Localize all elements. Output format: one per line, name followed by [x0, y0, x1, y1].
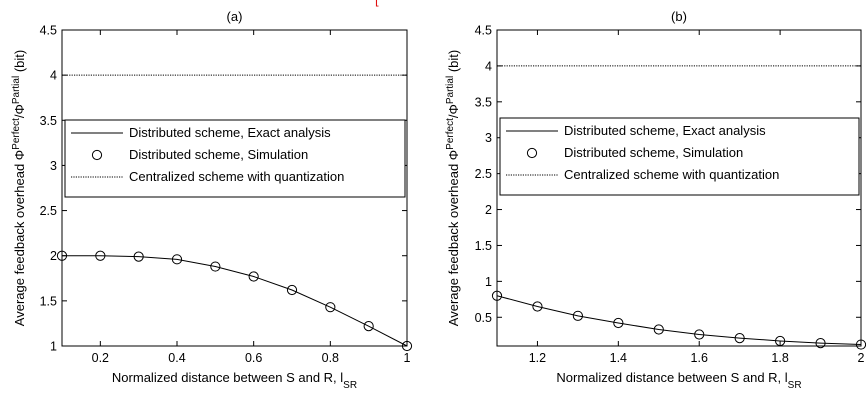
- simulation-point: [56, 250, 68, 261]
- simulation-point: [210, 261, 221, 272]
- plot-area-frame: [61, 29, 408, 347]
- y-tick-label: 3.5: [475, 95, 492, 109]
- y-tick-label: 3: [50, 159, 57, 173]
- chart-title: (b): [671, 9, 687, 24]
- y-axis-label: Average feedback overhead ΦPerfect/ΦPart…: [11, 50, 28, 326]
- x-axis-label-subscript: SR: [788, 380, 802, 391]
- x-tick-label: 1.4: [610, 351, 627, 365]
- y-tick-label: 4: [485, 59, 492, 73]
- simulation-point: [171, 254, 183, 265]
- x-tick-label: 1: [404, 351, 411, 365]
- x-axis-label: Normalized distance between S and R, lSR: [112, 370, 357, 391]
- y-tick-label: 4: [50, 69, 57, 83]
- simulation-point: [653, 324, 664, 335]
- y-tick-label: 2: [485, 203, 492, 217]
- simulation-point: [572, 310, 583, 321]
- series-line-exact-analysis: [62, 255, 408, 347]
- legend-label: Distributed scheme, Exact analysis: [129, 125, 331, 140]
- legend-box: [499, 117, 860, 196]
- simulation-point: [401, 340, 413, 352]
- simulation-point: [491, 290, 503, 301]
- legend-label: Distributed scheme, Exact analysis: [564, 123, 766, 138]
- x-axis-label-main: Normalized distance between S and R, l: [556, 370, 787, 385]
- simulation-point: [363, 321, 374, 332]
- legend-label: Distributed scheme, Simulation: [129, 147, 308, 162]
- header-mark: [: [375, 0, 379, 7]
- chart-panel-b: (b) 1.2 1.4 1.6 1.8 2 0.5 1 1.5 2 2.5 3 3.5 4 4.5 Norma…: [445, 9, 866, 391]
- simulation-point: [815, 338, 826, 349]
- legend-label: Centralized scheme with quantization: [129, 169, 344, 184]
- chart-panel-a: (a) 0.2 0.4 0.6 0.8 1 1 1.5 2 2.5 3 3.5 4 4.5 Normaliz…: [11, 9, 413, 391]
- y-tick-label: 3.5: [40, 114, 57, 128]
- y-tick-label: 2: [50, 249, 57, 263]
- y-axis-label: Average feedback overhead ΦPerfect/ΦPart…: [445, 50, 462, 326]
- x-tick-label: 0.8: [322, 351, 339, 365]
- legend-label: Distributed scheme, Simulation: [564, 145, 743, 160]
- legend-swatch-circle-marker: [91, 149, 103, 161]
- y-axis-label-sup1: Perfect: [445, 118, 456, 150]
- y-axis-label-mid: /Φ: [446, 104, 461, 118]
- simulation-point: [95, 250, 106, 261]
- simulation-point: [734, 333, 745, 344]
- simulation-point: [325, 302, 336, 313]
- x-tick-label: 0.6: [245, 351, 262, 365]
- y-axis-label-sup2: Partial: [445, 76, 456, 104]
- simulation-point: [133, 251, 144, 262]
- simulation-point: [775, 335, 786, 347]
- x-tick-label: 1.2: [529, 351, 546, 365]
- y-tick-label: 4.5: [475, 24, 492, 38]
- x-tick-label: 1.8: [771, 351, 788, 365]
- legend-swatch-circle-marker: [526, 147, 538, 159]
- y-tick-label: 0.5: [475, 311, 492, 325]
- y-tick-label: 2.5: [475, 167, 492, 181]
- series-line-exact-analysis: [496, 295, 862, 346]
- x-axis-label: Normalized distance between S and R, lSR: [556, 370, 801, 391]
- y-axis-label-prefix: Average feedback overhead Φ: [446, 150, 461, 326]
- x-tick-label: 2: [858, 351, 865, 365]
- simulation-point: [248, 271, 259, 282]
- y-tick-label: 1.5: [40, 294, 57, 308]
- chart-title: (a): [227, 9, 243, 24]
- y-tick-label: 1.5: [475, 239, 492, 253]
- legend-label: Centralized scheme with quantization: [564, 167, 779, 182]
- y-tick-label: 1: [485, 275, 492, 289]
- plot-area-frame: [496, 29, 862, 347]
- y-tick-label: 1: [50, 340, 57, 354]
- y-tick-label: 4.5: [40, 24, 57, 38]
- y-tick-label: 2.5: [40, 204, 57, 218]
- y-axis-label-suffix: (bit): [446, 50, 461, 76]
- x-tick-label: 0.4: [168, 351, 185, 365]
- y-axis-label-suffix: (bit): [12, 50, 27, 76]
- y-axis-label-mid: /Φ: [12, 104, 27, 118]
- x-tick-label: 0.2: [92, 351, 109, 365]
- y-axis-label-sup2: Partial: [11, 76, 22, 104]
- y-tick-label: 3: [485, 131, 492, 145]
- x-axis-label-subscript: SR: [343, 380, 357, 391]
- simulation-point: [613, 317, 624, 329]
- x-axis-label-main: Normalized distance between S and R, l: [112, 370, 343, 385]
- y-axis-label-sup1: Perfect: [11, 118, 22, 150]
- x-tick-label: 1.6: [691, 351, 708, 365]
- simulation-point: [286, 284, 298, 296]
- y-axis-label-prefix: Average feedback overhead Φ: [12, 150, 27, 326]
- simulation-point: [532, 301, 543, 312]
- simulation-point: [694, 329, 705, 340]
